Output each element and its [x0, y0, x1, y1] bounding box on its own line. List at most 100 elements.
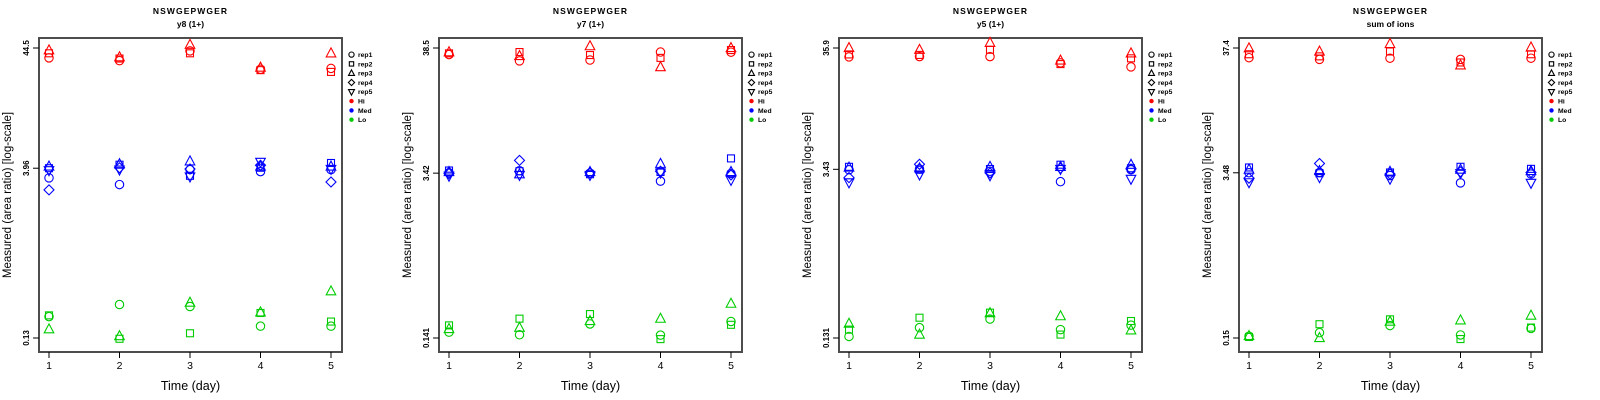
- point-med-rep4-day3: [184, 163, 196, 175]
- point-med-rep4-day1: [1243, 172, 1255, 184]
- point-med-rep5-day5: [1125, 174, 1137, 186]
- triangle-up-legend-icon: [1147, 68, 1156, 76]
- point-hi-rep2-day4: [256, 66, 265, 75]
- x-tick-label: 5: [1128, 360, 1134, 372]
- triangle-down-legend-icon: [1147, 89, 1156, 97]
- point-med-rep4-day2: [513, 154, 526, 167]
- plot-box: [438, 37, 743, 353]
- point-med-rep4-day2: [1313, 157, 1326, 170]
- y-tick-label: 0.141: [422, 327, 431, 348]
- x-tick-label: 2: [517, 360, 523, 372]
- legend-label-Med: Med: [758, 108, 772, 115]
- legend-label-Hi: Hi: [1158, 99, 1165, 106]
- point-hi-rep3-day3: [984, 36, 996, 47]
- point-lo-rep3-day5: [725, 297, 737, 308]
- point-hi-rep3-day2: [1313, 44, 1326, 56]
- point-hi-rep3-day2: [113, 50, 126, 62]
- point-med-rep3-day4: [654, 157, 667, 168]
- x-tick-label: 1: [46, 360, 52, 372]
- circle-legend-icon: [1548, 51, 1555, 58]
- point-med-rep5-day3: [184, 172, 196, 184]
- legend-label-Lo: Lo: [358, 117, 366, 124]
- point-hi-rep3-day1: [443, 45, 455, 57]
- point-hi-rep1-day3: [585, 55, 595, 65]
- point-hi-rep3-day5: [1125, 46, 1137, 58]
- legend-label-rep2: rep2: [1158, 61, 1173, 68]
- point-med-rep5-day1: [1243, 178, 1255, 189]
- point-med-rep5-day3: [1384, 174, 1396, 186]
- point-med-rep2-day5: [726, 154, 736, 163]
- point-hi-rep1-day2: [514, 56, 525, 66]
- point-lo-rep2-day1: [44, 311, 54, 320]
- point-lo-rep2-day2: [1315, 320, 1324, 329]
- circle-legend-icon: [1148, 51, 1155, 58]
- point-med-rep3-day2: [1313, 164, 1326, 176]
- point-lo-rep1-day2: [114, 299, 125, 310]
- plot-box: [1238, 37, 1543, 353]
- legend-label-rep5: rep5: [758, 89, 773, 96]
- point-med-rep1-day4: [1455, 178, 1466, 188]
- legend-dot-med: [349, 108, 354, 113]
- point-med-rep5-day2: [1313, 173, 1326, 184]
- point-med-rep5-day5: [725, 175, 737, 187]
- scatter-plot-y8: NSWGEPWGER y8 (1+) 44.5 3.96 0.13 1 2 3 4 5 Time (…: [2, 6, 373, 393]
- triangle-up-legend-icon: [347, 68, 356, 76]
- point-hi-rep2-day1: [44, 49, 54, 58]
- data-points: [843, 36, 1137, 342]
- circle-legend-icon: [348, 51, 355, 58]
- square-legend-icon: [1148, 61, 1155, 67]
- legend-dot-hi: [1149, 98, 1154, 104]
- y-tick-label: 35.9: [822, 40, 831, 56]
- triangle-up-legend-icon: [1547, 68, 1556, 76]
- point-lo-rep2-day5: [326, 317, 336, 326]
- point-med-rep3-day2: [113, 157, 126, 169]
- point-med-rep4-day5: [325, 176, 337, 188]
- point-med-rep3-day1: [43, 159, 55, 171]
- point-lo-rep2-day3: [585, 310, 595, 319]
- y-tick-label: 37.4: [1222, 40, 1231, 56]
- point-med-rep2-day5: [326, 158, 336, 168]
- x-tick-label: 4: [258, 360, 264, 372]
- data-points: [443, 39, 737, 344]
- legend-label-rep2: rep2: [1558, 61, 1573, 68]
- legend-dot-med: [1549, 108, 1554, 113]
- y-tick-label: 38.5: [422, 40, 431, 56]
- legend-dot-hi: [349, 98, 354, 104]
- legend-label-Hi: Hi: [758, 99, 765, 106]
- panel-title: NSWGEPWGER: [1353, 6, 1428, 16]
- x-tick-label: 3: [187, 360, 193, 372]
- point-hi-rep2-day1: [1244, 50, 1254, 59]
- point-hi-rep3-day1: [843, 41, 855, 53]
- panel-title: NSWGEPWGER: [553, 6, 628, 16]
- x-tick-label: 3: [1387, 360, 1393, 372]
- point-hi-rep3-day2: [913, 43, 926, 54]
- x-tick-label: 4: [1058, 360, 1064, 372]
- y-axis-label: Measured (area ratio) [log-scale]: [1202, 112, 1214, 278]
- point-hi-rep2-day3: [585, 50, 595, 60]
- diamond-legend-icon: [1147, 78, 1156, 87]
- data-points: [1243, 37, 1537, 344]
- point-lo-rep2-day3: [985, 308, 995, 317]
- point-hi-rep1-day5: [1126, 62, 1136, 72]
- legend-label-Lo: Lo: [1158, 117, 1166, 124]
- point-med-rep1-day2: [114, 179, 125, 190]
- legend-label-rep4: rep4: [358, 80, 373, 87]
- diamond-legend-icon: [1547, 78, 1556, 87]
- point-hi-rep3-day1: [43, 43, 55, 55]
- point-hi-rep1-day3: [985, 51, 995, 62]
- point-lo-rep3-day2: [913, 327, 926, 339]
- point-med-rep3-day3: [984, 160, 996, 171]
- point-lo-rep1-day5: [726, 316, 736, 327]
- legend-label-Hi: Hi: [358, 99, 365, 106]
- x-tick-label: 1: [1246, 360, 1252, 372]
- point-hi-rep3-day4: [654, 60, 667, 72]
- diamond-legend-icon: [347, 78, 356, 87]
- point-med-rep5-day4: [254, 157, 267, 169]
- point-lo-rep3-day1: [443, 322, 455, 334]
- panel-sum-of-ions: NSWGEPWGER sum of ions 37.4 3.48 0.15 1 2 3 4 5 Ti…: [1200, 0, 1600, 400]
- legend-dot-lo: [749, 117, 754, 122]
- point-hi-rep3-day2: [513, 49, 526, 61]
- y-axis-label: Measured (area ratio) [log-scale]: [802, 112, 814, 278]
- x-tick-label: 5: [328, 360, 334, 372]
